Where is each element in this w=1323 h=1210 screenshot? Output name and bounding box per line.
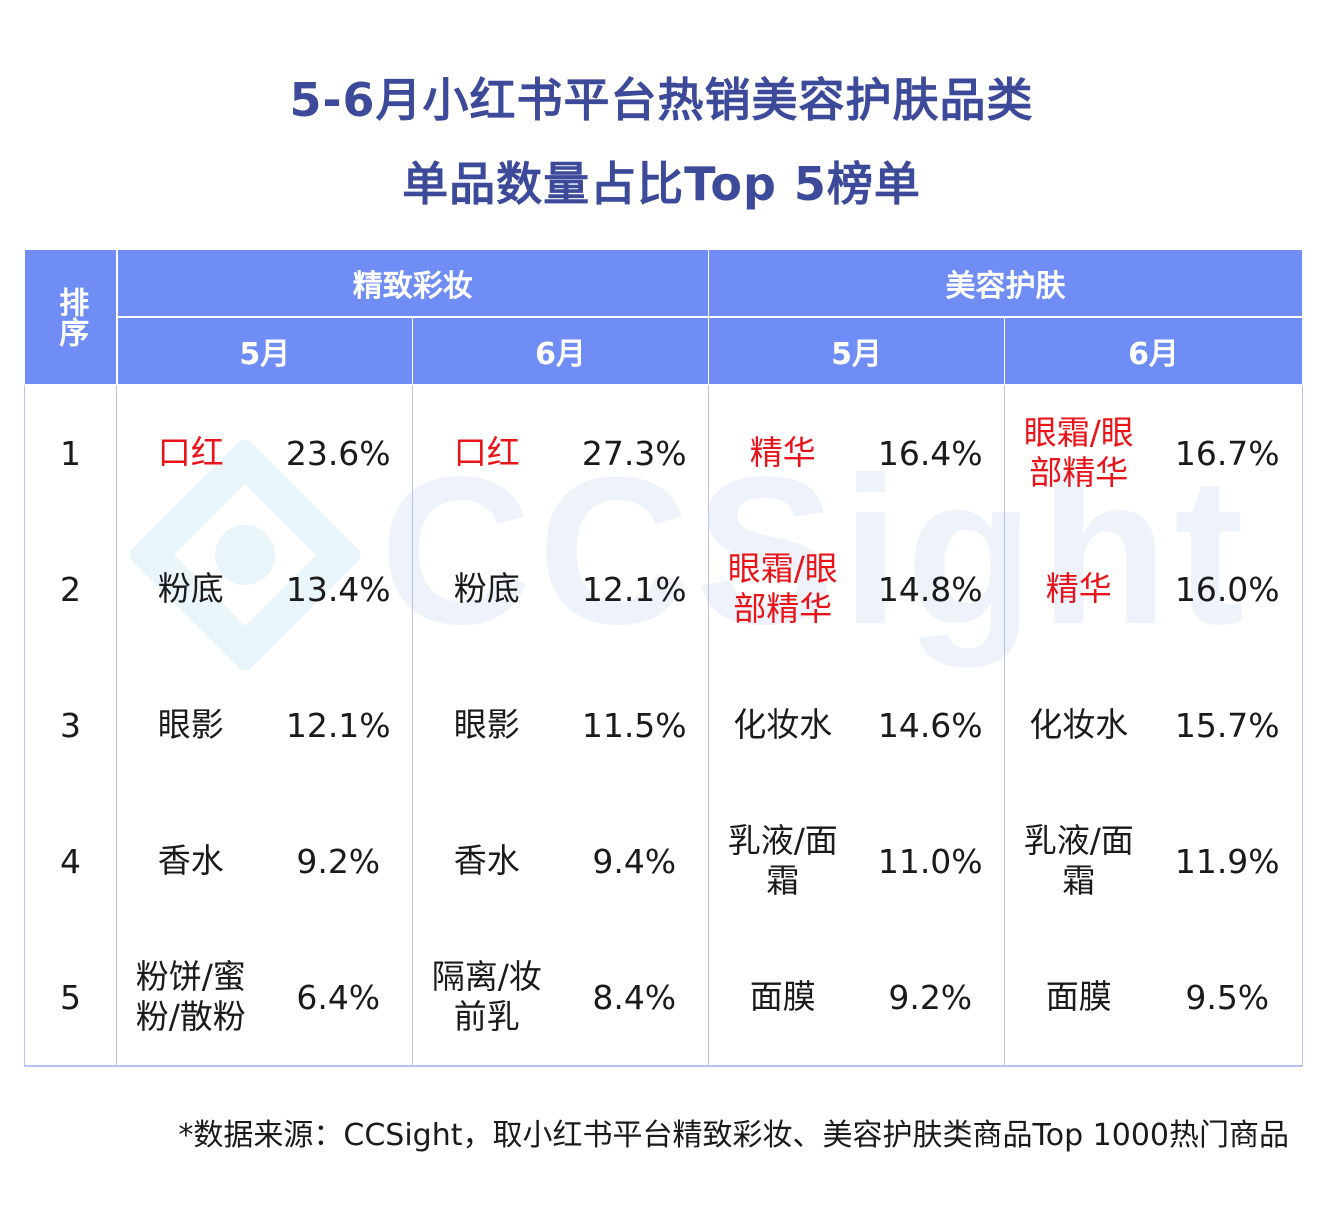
category-label: 口红 (157, 433, 224, 472)
share-percent: 14.8% (856, 521, 1005, 657)
share-percent: 6.4% (264, 929, 413, 1067)
source-footnote: *数据来源：CCSight，取小红书平台精致彩妆、美容护肤类商品Top 1000… (178, 1118, 1289, 1153)
category-label: 香水 (453, 841, 520, 880)
category-label: 面膜 (1045, 977, 1112, 1016)
share-percent: 16.7% (1152, 384, 1303, 521)
share-percent: 8.4% (560, 929, 709, 1067)
category-name: 香水 (413, 793, 561, 929)
table-row: 5 粉饼/蜜粉/散粉 6.4% 隔离/妆前乳 8.4% 面膜 9.2% 面膜 9.5% (24, 929, 1303, 1067)
category-name: 口红 (117, 385, 265, 522)
share-percent: 11.9% (1152, 793, 1303, 929)
category-label: 粉底 (157, 569, 224, 608)
category-name: 面膜 (708, 929, 857, 1067)
category-label: 乳液/面霜 (1023, 821, 1134, 900)
category-label: 眼影 (157, 705, 224, 744)
share-percent: 14.6% (856, 657, 1005, 793)
category-name: 化妆水 (709, 657, 857, 793)
table-row: 2 粉底 13.4% 粉底 12.1% 眼霜/眼部精华 14.8% 精华 16.0% (24, 521, 1303, 657)
category-label: 眼霜/眼部精华 (1023, 413, 1134, 492)
share-percent: 13.4% (264, 521, 413, 657)
category-name: 精华 (1005, 521, 1153, 657)
category-name: 乳液/面霜 (709, 793, 857, 929)
share-percent: 16.4% (856, 384, 1005, 521)
category-name: 粉饼/蜜粉/散粉 (116, 929, 265, 1067)
category-name: 粉底 (117, 521, 265, 657)
ranking-table: 排序 精致彩妆 美容护肤 5月 6月 5月 6月 1 口红 23.6% 口红 27.3%… (24, 249, 1303, 1067)
month-header: 5月 (116, 316, 413, 385)
category-name: 眼霜/眼部精华 (1005, 385, 1153, 522)
category-label: 精华 (1045, 569, 1112, 608)
rank-number: 1 (24, 384, 117, 521)
category-name: 面膜 (1004, 929, 1153, 1067)
category-label: 化妆水 (1029, 705, 1129, 744)
category-name: 乳液/面霜 (1005, 793, 1153, 929)
category-name: 香水 (117, 793, 265, 929)
page-subtitle: 单品数量占比Top 5榜单 (402, 157, 921, 211)
rank-number: 5 (24, 929, 117, 1067)
category-name: 眼影 (413, 657, 561, 793)
table-row: 1 口红 23.6% 口红 27.3% 精华 16.4% 眼霜/眼部精华 16.7% (24, 384, 1303, 522)
share-percent: 23.6% (264, 384, 413, 521)
rank-number: 3 (24, 657, 117, 793)
group-header-skincare: 美容护肤 (708, 249, 1303, 318)
rank-header: 排序 (24, 249, 118, 385)
category-label: 粉底 (453, 569, 520, 608)
category-label: 口红 (453, 433, 520, 472)
share-percent: 12.1% (560, 521, 709, 657)
category-label: 粉饼/蜜粉/散粉 (135, 957, 246, 1036)
share-percent: 16.0% (1152, 521, 1303, 657)
category-name: 化妆水 (1005, 657, 1153, 793)
share-percent: 9.2% (264, 793, 413, 929)
rank-number: 4 (24, 793, 117, 929)
table-row: 3 眼影 12.1% 眼影 11.5% 化妆水 14.6% 化妆水 15.7% (24, 657, 1303, 793)
table-row: 4 香水 9.2% 香水 9.4% 乳液/面霜 11.0% 乳液/面霜 11.9% (24, 793, 1303, 929)
month-header: 5月 (708, 316, 1005, 385)
category-label: 眼影 (453, 705, 520, 744)
category-label: 精华 (749, 433, 816, 472)
share-percent: 9.4% (560, 793, 709, 929)
category-label: 眼霜/眼部精华 (727, 549, 838, 628)
share-percent: 15.7% (1152, 657, 1303, 793)
category-name: 眼影 (117, 657, 265, 793)
share-percent: 12.1% (264, 657, 413, 793)
share-percent: 9.5% (1152, 929, 1303, 1067)
rank-number: 2 (24, 521, 117, 657)
page-title: 5-6月小红书平台热销美容护肤品类 (289, 73, 1034, 127)
category-name: 隔离/妆前乳 (412, 929, 561, 1067)
category-label: 乳液/面霜 (727, 821, 838, 900)
month-header: 6月 (1004, 316, 1303, 385)
category-label: 面膜 (749, 977, 816, 1016)
category-label: 香水 (157, 841, 224, 880)
group-header-makeup: 精致彩妆 (116, 249, 709, 318)
category-name: 精华 (709, 385, 857, 522)
category-name: 口红 (413, 385, 561, 522)
share-percent: 11.5% (560, 657, 709, 793)
category-name: 粉底 (413, 521, 561, 657)
share-percent: 27.3% (560, 384, 709, 521)
month-header: 6月 (412, 316, 709, 385)
category-label: 化妆水 (733, 705, 833, 744)
category-label: 隔离/妆前乳 (431, 957, 542, 1036)
share-percent: 9.2% (856, 929, 1005, 1067)
category-name: 眼霜/眼部精华 (709, 521, 857, 657)
share-percent: 11.0% (856, 793, 1005, 929)
